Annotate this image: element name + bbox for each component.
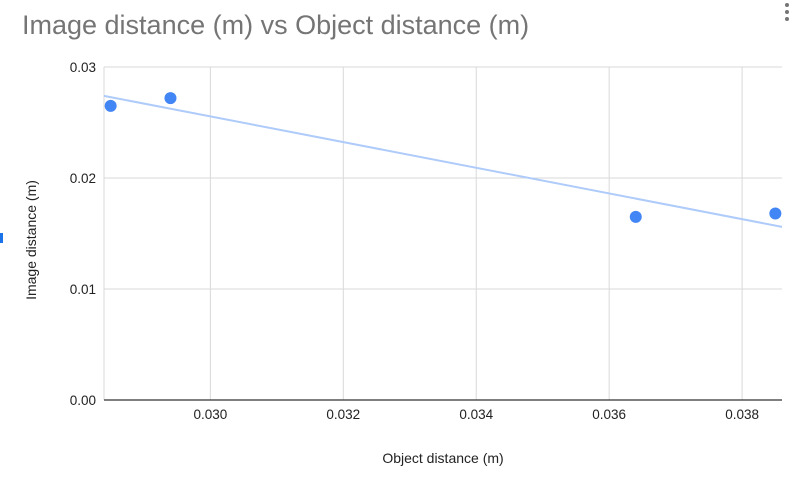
trendline bbox=[103, 94, 783, 228]
x-tick-label: 0.032 bbox=[326, 407, 360, 422]
data-points bbox=[104, 92, 782, 223]
y-tick-labels: 0.00 0.01 0.02 0.03 bbox=[70, 60, 96, 408]
data-point-3 bbox=[769, 207, 782, 220]
y-axis-title: Image distance (m) bbox=[23, 180, 39, 300]
y-tick-label: 0.03 bbox=[70, 60, 96, 75]
data-point-2 bbox=[629, 210, 642, 223]
chart-title: Image distance (m) vs Object distance (m… bbox=[22, 10, 530, 40]
x-tick-labels: 0.030 0.032 0.034 0.036 0.038 bbox=[193, 407, 759, 422]
x-axis-title: Object distance (m) bbox=[382, 450, 503, 466]
selection-marker bbox=[0, 233, 3, 243]
x-tick-label: 0.036 bbox=[592, 407, 626, 422]
horizontal-gridlines bbox=[104, 66, 782, 401]
data-point-0 bbox=[104, 99, 117, 112]
y-tick-label: 0.02 bbox=[70, 171, 96, 186]
x-tick-label: 0.038 bbox=[725, 407, 759, 422]
vertical-gridlines bbox=[103, 67, 743, 400]
more-options-icon[interactable] bbox=[780, 2, 794, 24]
y-tick-label: 0.00 bbox=[70, 393, 96, 408]
x-tick-label: 0.030 bbox=[193, 407, 227, 422]
x-tick-label: 0.034 bbox=[459, 407, 493, 422]
trendline-layer bbox=[103, 94, 783, 228]
y-tick-label: 0.01 bbox=[70, 282, 96, 297]
data-point-1 bbox=[164, 92, 177, 105]
